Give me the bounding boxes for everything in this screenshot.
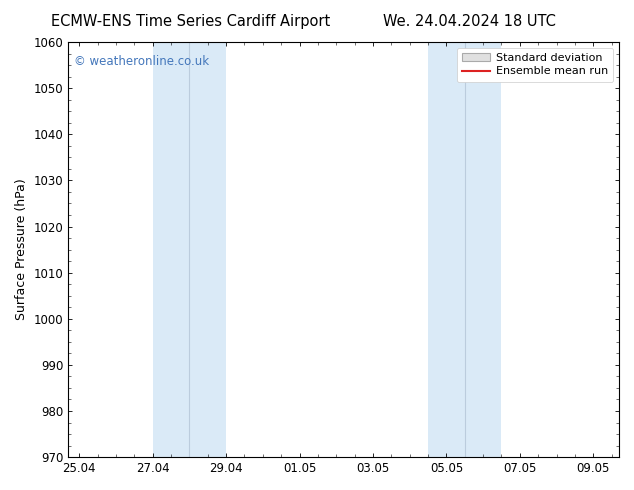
Legend: Standard deviation, Ensemble mean run: Standard deviation, Ensemble mean run — [456, 48, 614, 82]
Bar — [428, 42, 465, 457]
Text: ECMW-ENS Time Series Cardiff Airport: ECMW-ENS Time Series Cardiff Airport — [51, 14, 330, 29]
Text: We. 24.04.2024 18 UTC: We. 24.04.2024 18 UTC — [383, 14, 555, 29]
Text: © weatheronline.co.uk: © weatheronline.co.uk — [74, 54, 209, 68]
Bar — [153, 42, 190, 457]
Bar — [190, 42, 226, 457]
Bar — [465, 42, 501, 457]
Y-axis label: Surface Pressure (hPa): Surface Pressure (hPa) — [15, 179, 28, 320]
